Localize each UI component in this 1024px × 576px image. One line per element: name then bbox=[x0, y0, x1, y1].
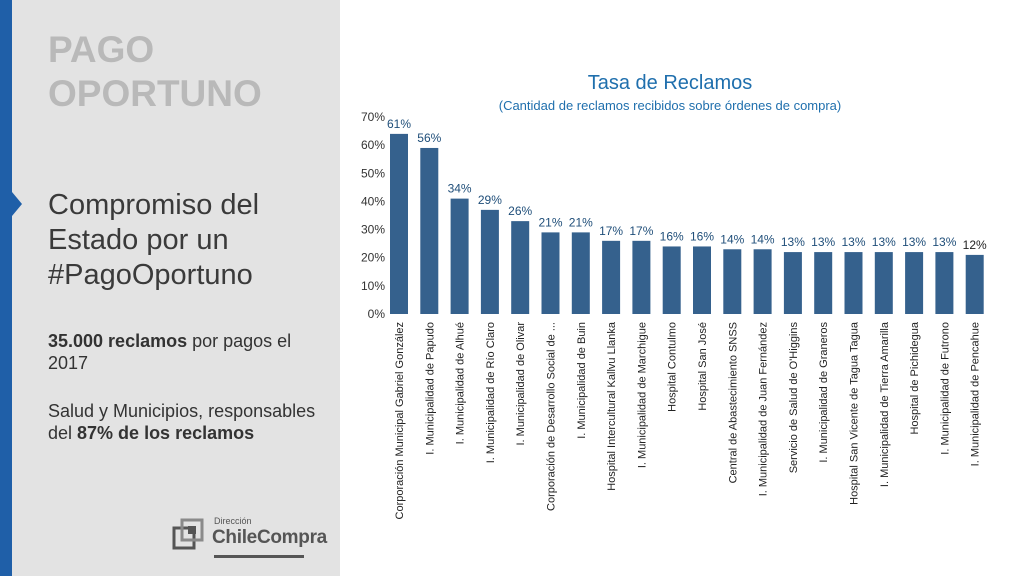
bar bbox=[390, 133, 408, 314]
data-label: 13% bbox=[932, 235, 956, 249]
stat-bold: 35.000 reclamos bbox=[48, 331, 188, 351]
y-tick-label: 0% bbox=[368, 307, 386, 321]
x-tick-label: Servicio de Salud de O'Higgins bbox=[788, 322, 800, 474]
x-tick-label: I. Municipalidad de Río Claro bbox=[485, 322, 497, 463]
sidebar-panel bbox=[0, 0, 340, 576]
headline: Compromiso del Estado por un #PagoOportu… bbox=[48, 189, 260, 291]
y-tick-label: 50% bbox=[361, 166, 385, 180]
data-label: 14% bbox=[720, 232, 744, 246]
data-label: 13% bbox=[902, 235, 926, 249]
y-tick-label: 30% bbox=[361, 223, 385, 237]
bar bbox=[814, 252, 833, 314]
stat-rest: por pagos el 2017 bbox=[48, 331, 292, 373]
chilecompra-logo: Dirección ChileCompra bbox=[172, 514, 327, 566]
chilecompra-logo-mark-icon bbox=[172, 518, 204, 550]
stat-text: 35.000 reclamos por pagos el 2017 bbox=[48, 330, 328, 374]
x-tick-label: I. Municipalidad de Alhué bbox=[455, 322, 467, 444]
bar bbox=[602, 240, 621, 314]
x-tick-label: I. Municipalidad de Graneros bbox=[818, 322, 830, 463]
bar bbox=[480, 209, 499, 314]
x-tick-label: I. Municipalidad de Futrono bbox=[939, 322, 951, 455]
chart-title: Tasa de Reclamos bbox=[587, 72, 753, 94]
y-tick-label: 40% bbox=[361, 194, 385, 208]
data-label: 56% bbox=[417, 131, 441, 145]
logo-small-text: Dirección bbox=[214, 516, 252, 526]
logo-underline bbox=[214, 555, 304, 558]
data-label: 13% bbox=[811, 235, 835, 249]
y-tick-label: 10% bbox=[361, 279, 385, 293]
x-tick-label: Hospital de Pichidegua bbox=[909, 321, 921, 434]
data-label: 26% bbox=[508, 204, 532, 218]
x-tick-label: Corporación de Desarrollo Social de ... bbox=[546, 322, 558, 511]
bar bbox=[450, 198, 469, 314]
x-tick-label: I. Municipalidad de Marchigue bbox=[636, 322, 648, 468]
bar bbox=[844, 252, 863, 314]
x-tick-label: Hospital San José bbox=[697, 322, 709, 411]
bar bbox=[693, 246, 711, 314]
x-tick-label: I. Municipalidad de Papudo bbox=[424, 322, 436, 455]
note-bold: 87% de los reclamos bbox=[77, 423, 255, 443]
x-tick-label: Hospital Contulmo bbox=[667, 322, 679, 412]
x-tick-label: Central de Abastecimiento SNSS bbox=[727, 322, 739, 483]
y-tick-label: 60% bbox=[361, 138, 385, 152]
data-label: 16% bbox=[690, 229, 714, 243]
note-start: Salud y Municipios, responsables del bbox=[48, 401, 316, 443]
bar bbox=[541, 232, 560, 314]
bar bbox=[874, 252, 893, 314]
bar bbox=[511, 221, 530, 314]
x-tick-label: I. Municipalidad de Pencahue bbox=[970, 322, 982, 466]
bar bbox=[662, 246, 681, 314]
x-tick-label: I. Municipalidad de Juan Fernández bbox=[758, 322, 770, 496]
data-label: 13% bbox=[781, 235, 805, 249]
data-label: 17% bbox=[599, 224, 623, 238]
x-tick-label: I. Municipalidad de Buin bbox=[576, 322, 588, 439]
data-label: 21% bbox=[538, 215, 562, 229]
bar bbox=[420, 147, 439, 314]
brand-title-line2: OPORTUNO bbox=[48, 73, 262, 114]
chart-subtitle: (Cantidad de reclamos recibidos sobre ór… bbox=[498, 98, 842, 113]
bar bbox=[783, 252, 802, 314]
logo-big-text: ChileCompra bbox=[212, 527, 327, 548]
x-tick-label: Hospital Intercultural Kallvu Llanka bbox=[606, 321, 618, 491]
data-label: 14% bbox=[751, 232, 775, 246]
y-tick-label: 20% bbox=[361, 251, 385, 265]
data-label: 29% bbox=[478, 193, 502, 207]
brand-title: PAGO OPORTUNO bbox=[48, 28, 328, 116]
bar bbox=[935, 252, 954, 314]
data-label: 61% bbox=[387, 117, 411, 131]
data-label: 13% bbox=[872, 235, 896, 249]
x-tick-label: I. Municipalidad de Olivar bbox=[515, 322, 527, 446]
x-tick-label: I. Municipalidad de Tierra Amarilla bbox=[879, 321, 891, 487]
data-label: 13% bbox=[841, 235, 865, 249]
data-label: 12% bbox=[963, 238, 987, 252]
data-label: 21% bbox=[569, 215, 593, 229]
accent-notch bbox=[12, 192, 22, 216]
bar bbox=[753, 249, 772, 314]
x-tick-label: Hospital San Vicente de Tagua Tagua bbox=[849, 321, 861, 505]
bar-chart: 0% 10% 20% 30% 40% 50% 60% 70% 61% Corporación Mu… bbox=[361, 110, 987, 519]
bar bbox=[905, 252, 924, 314]
bar bbox=[723, 249, 742, 314]
brand-title-line1: PAGO bbox=[48, 29, 155, 70]
data-label: 17% bbox=[629, 224, 653, 238]
accent-bar bbox=[0, 0, 12, 576]
data-label: 16% bbox=[660, 229, 684, 243]
note-text: Salud y Municipios, responsables del 87%… bbox=[48, 400, 328, 444]
bar bbox=[571, 232, 590, 314]
y-tick-label: 70% bbox=[361, 110, 385, 124]
data-label: 34% bbox=[448, 182, 472, 196]
x-tick-label: Corporación Municipal Gabriel González bbox=[394, 322, 406, 519]
bar bbox=[965, 254, 984, 314]
bar bbox=[632, 240, 651, 314]
